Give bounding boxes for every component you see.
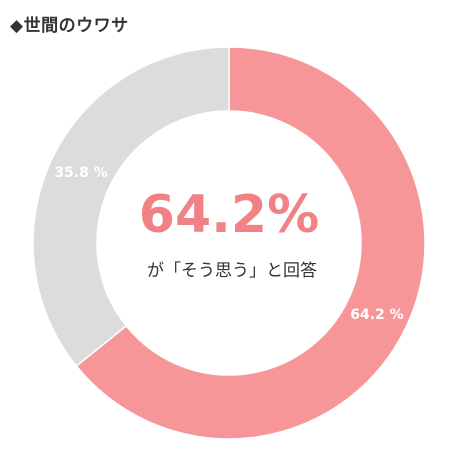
chart-title: ◆世間のウワサ	[10, 16, 129, 36]
slices-group	[32, 46, 426, 440]
data-label-2: 35.8 %	[54, 165, 107, 181]
center-caption: が「そう思う」と回答	[147, 261, 317, 281]
center-value: 64.2%	[139, 185, 319, 245]
slice-1	[75, 46, 426, 440]
labels-group: 64.2 % 35.8 %	[54, 165, 403, 323]
slice-2	[32, 46, 230, 368]
data-label-1: 64.2 %	[350, 307, 403, 323]
